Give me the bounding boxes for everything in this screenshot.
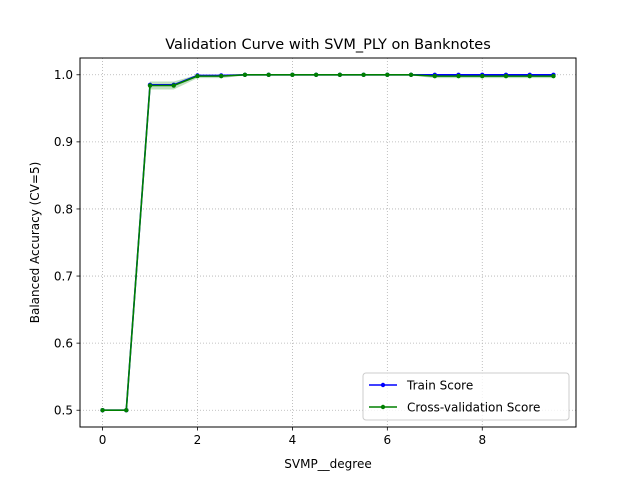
legend-cv-marker — [380, 404, 386, 410]
x-tick-label: 0 — [99, 433, 107, 447]
axis-ticks: 0 2 4 6 8 0.5 0.6 0.7 0.8 0.9 1.0 — [54, 68, 486, 447]
legend-cv-label: Cross-validation Score — [407, 401, 540, 415]
cv-score-point — [195, 73, 200, 79]
legend: Train Score Cross-validation Score — [362, 372, 570, 421]
x-tick-label: 4 — [289, 433, 297, 447]
series-lines — [100, 72, 556, 413]
y-tick-label: 0.8 — [54, 202, 73, 216]
cv-score-point — [385, 72, 390, 77]
cv-score-point — [171, 83, 176, 88]
cv-score-point — [551, 73, 556, 79]
cv-score-point — [480, 73, 485, 79]
y-tick-label: 1.0 — [54, 68, 73, 82]
cv-score-point — [408, 72, 414, 77]
cv-score-point — [100, 408, 105, 413]
legend-train-label: Train Score — [406, 379, 473, 393]
y-tick-label: 0.7 — [54, 269, 73, 283]
cv-score-point — [266, 72, 271, 77]
x-tick-label: 8 — [478, 433, 486, 447]
chart-title: Validation Curve with SVM_PLY on Banknot… — [165, 37, 491, 53]
x-axis-label: SVMP__degree — [284, 457, 371, 471]
cv-score-point — [527, 73, 532, 79]
cv-score-point — [361, 72, 366, 77]
legend-train-marker — [380, 382, 386, 388]
cv-score-point — [503, 73, 509, 79]
y-tick-label: 0.5 — [54, 404, 73, 418]
cv-score-point — [290, 72, 295, 77]
cv-score-point — [147, 83, 153, 88]
y-axis-label: Balanced Accuracy (CV=5) — [28, 162, 42, 324]
y-tick-label: 0.9 — [54, 135, 73, 149]
cv-score-point — [219, 73, 224, 79]
x-tick-label: 6 — [384, 433, 392, 447]
plot-frame — [79, 57, 577, 428]
legend-box — [362, 372, 570, 421]
cv-score-line — [102, 73, 554, 412]
cv-score-point — [432, 73, 437, 79]
x-tick-label: 2 — [194, 433, 202, 447]
cv-score-point — [456, 73, 461, 79]
cv-score-point — [124, 408, 129, 413]
cv-score-point — [337, 72, 343, 77]
cv-score-point — [313, 72, 319, 77]
cv-score-point — [242, 72, 248, 77]
y-tick-label: 0.6 — [54, 336, 73, 350]
